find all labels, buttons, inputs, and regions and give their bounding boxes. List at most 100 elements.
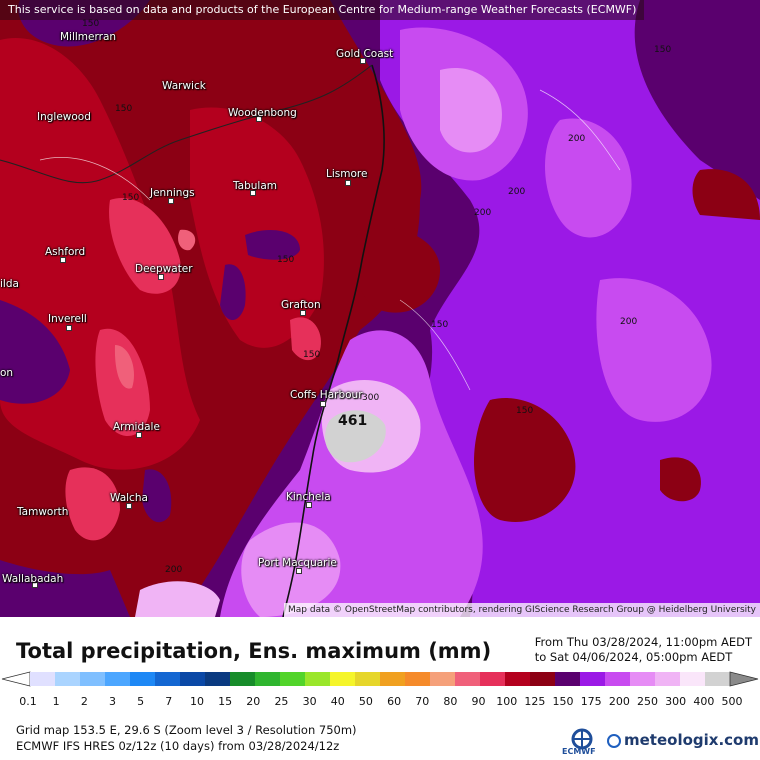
place-label[interactable]: Wallabadah bbox=[2, 573, 64, 585]
scale-swatch bbox=[680, 672, 706, 686]
contour-label: 300 bbox=[362, 393, 380, 403]
scale-swatch bbox=[330, 672, 356, 686]
place-label[interactable]: Millmerran bbox=[60, 31, 117, 43]
place-marker bbox=[250, 190, 256, 196]
legend-panel: Total precipitation, Ens. maximum (mm) F… bbox=[0, 617, 760, 760]
scale-tick-label: 1 bbox=[52, 695, 60, 708]
scale-tick-label: 150 bbox=[552, 695, 574, 708]
contour-label: 150 bbox=[516, 406, 534, 416]
scale-swatch bbox=[580, 672, 606, 686]
scale-tick-label: 200 bbox=[608, 695, 630, 708]
legend-title: Total precipitation, Ens. maximum (mm) bbox=[16, 639, 492, 663]
contour-label: 200 bbox=[508, 187, 526, 197]
scale-tick-label: 50 bbox=[358, 695, 373, 708]
scale-tick-label: 7 bbox=[165, 695, 173, 708]
place-label[interactable]: on bbox=[0, 367, 14, 379]
place-marker bbox=[66, 325, 72, 331]
place-label[interactable]: Inverell bbox=[48, 313, 87, 325]
scale-swatch bbox=[105, 672, 131, 686]
forecast-period: From Thu 03/28/2024, 11:00pm AEDT to Sat… bbox=[535, 635, 752, 665]
scale-swatch bbox=[305, 672, 331, 686]
contour-label: 150 bbox=[431, 320, 449, 330]
ecmwf-logo-icon bbox=[571, 728, 593, 750]
scale-swatch bbox=[430, 672, 456, 686]
place-marker bbox=[300, 310, 306, 316]
scale-swatch bbox=[455, 672, 481, 686]
period-to: to Sat 04/06/2024, 05:00pm AEDT bbox=[534, 650, 733, 664]
scale-tick-label: 90 bbox=[471, 695, 486, 708]
place-marker bbox=[126, 503, 132, 509]
scale-tick-label: 0.1 bbox=[19, 695, 37, 708]
place-marker bbox=[32, 582, 38, 588]
place-label[interactable]: Armidale bbox=[113, 421, 160, 433]
place-label[interactable]: Walcha bbox=[110, 492, 148, 504]
scale-swatch bbox=[705, 672, 731, 686]
place-label[interactable]: Warwick bbox=[162, 80, 206, 92]
scale-tick-label: 15 bbox=[218, 695, 233, 708]
place-label[interactable]: ilda bbox=[0, 278, 19, 290]
scale-tick-label: 25 bbox=[274, 695, 289, 708]
scale-swatch bbox=[505, 672, 531, 686]
scale-tick-label: 3 bbox=[108, 695, 116, 708]
scale-tick-label: 250 bbox=[637, 695, 659, 708]
scale-swatch bbox=[605, 672, 631, 686]
scale-swatch bbox=[230, 672, 256, 686]
scale-tick-label: 60 bbox=[387, 695, 402, 708]
place-marker bbox=[360, 58, 366, 64]
max-value-label: 461 bbox=[338, 413, 368, 429]
scale-tick-label: 2 bbox=[80, 695, 88, 708]
place-label[interactable]: Coffs Harbour bbox=[290, 389, 363, 401]
meteologix-logo[interactable]: meteologix.com bbox=[624, 731, 759, 749]
scale-swatch bbox=[555, 672, 581, 686]
place-label[interactable]: Woodenbong bbox=[228, 107, 297, 119]
place-label[interactable]: Inglewood bbox=[37, 111, 91, 123]
scale-swatch bbox=[205, 672, 231, 686]
place-label[interactable]: Kinchela bbox=[286, 491, 331, 503]
scale-swatch bbox=[630, 672, 656, 686]
scale-tick-label: 175 bbox=[580, 695, 602, 708]
place-marker bbox=[136, 432, 142, 438]
place-label[interactable]: Tabulam bbox=[233, 180, 278, 192]
scale-swatch bbox=[655, 672, 681, 686]
map-attribution[interactable]: Map data © OpenStreetMap contributors, r… bbox=[284, 603, 760, 617]
place-label[interactable]: Deepwater bbox=[135, 263, 193, 275]
contour-label: 150 bbox=[303, 350, 321, 360]
place-label[interactable]: Tamworth bbox=[17, 506, 69, 518]
scale-tick-label: 70 bbox=[415, 695, 430, 708]
place-label[interactable]: Jennings bbox=[150, 187, 195, 199]
scale-tick-label: 500 bbox=[721, 695, 743, 708]
contour-label: 150 bbox=[277, 255, 295, 265]
place-label[interactable]: Ashford bbox=[45, 246, 86, 258]
scale-swatch bbox=[255, 672, 281, 686]
place-label[interactable]: Port Macquarie bbox=[258, 557, 337, 569]
place-marker bbox=[306, 502, 312, 508]
place-label[interactable]: Lismore bbox=[326, 168, 368, 180]
contour-label: 150 bbox=[115, 104, 133, 114]
scale-swatch bbox=[280, 672, 306, 686]
period-from: From Thu 03/28/2024, 11:00pm AEDT bbox=[534, 635, 752, 649]
contour-label: 200 bbox=[474, 208, 492, 218]
place-marker bbox=[345, 180, 351, 186]
place-label[interactable]: Grafton bbox=[281, 299, 321, 311]
place-label[interactable]: Gold Coast bbox=[336, 48, 394, 60]
scale-swatch bbox=[380, 672, 406, 686]
contour-label: 150 bbox=[122, 193, 140, 203]
scale-min-arrow bbox=[1, 671, 31, 687]
scale-swatch bbox=[405, 672, 431, 686]
grid-info: Grid map 153.5 E, 29.6 S (Zoom level 3 /… bbox=[16, 723, 357, 737]
scale-swatch bbox=[80, 672, 106, 686]
contour-label: 200 bbox=[568, 134, 586, 144]
scale-tick-label: 20 bbox=[246, 695, 261, 708]
scale-swatch bbox=[530, 672, 556, 686]
scale-swatch bbox=[55, 672, 81, 686]
scale-tick-label: 400 bbox=[693, 695, 715, 708]
precipitation-map[interactable]: This service is based on data and produc… bbox=[0, 0, 760, 617]
scale-tick-label: 80 bbox=[443, 695, 458, 708]
scale-swatch bbox=[155, 672, 181, 686]
scale-swatch bbox=[180, 672, 206, 686]
contour-label: 200 bbox=[620, 317, 638, 327]
color-scale bbox=[1, 671, 759, 687]
place-marker bbox=[60, 257, 66, 263]
scale-swatch bbox=[130, 672, 156, 686]
scale-tick-label: 5 bbox=[137, 695, 145, 708]
